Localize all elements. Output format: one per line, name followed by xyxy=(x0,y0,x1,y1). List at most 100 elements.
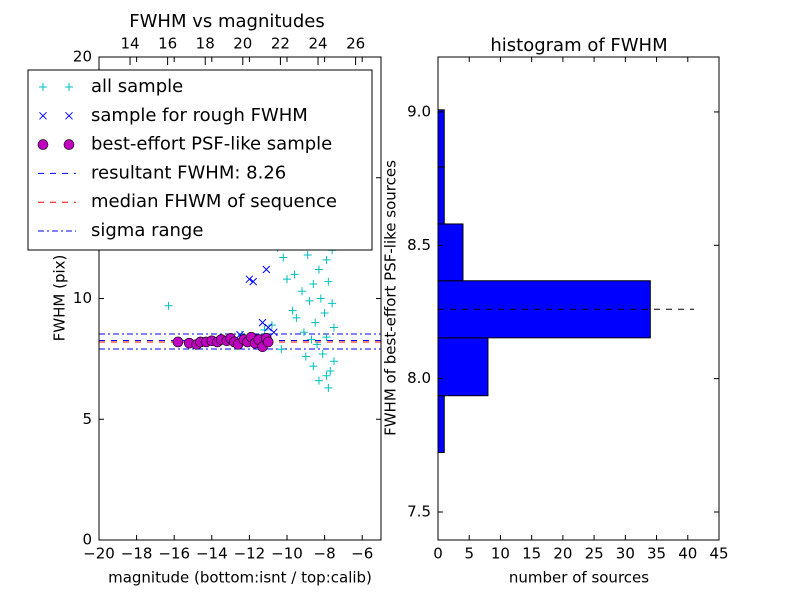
x-tick-label: 15 xyxy=(522,545,541,563)
legend-label: sigma range xyxy=(91,220,203,241)
data-point xyxy=(311,318,320,327)
data-point xyxy=(326,366,335,375)
histogram-bar xyxy=(437,280,651,339)
x-axis-label: number of sources xyxy=(509,569,649,587)
data-point xyxy=(307,335,316,344)
legend-label: resultant FWHM: 8.26 xyxy=(91,162,286,183)
y-tick-label: 8.5 xyxy=(407,236,431,254)
x-tick-label: −16 xyxy=(158,545,190,563)
legend-marker xyxy=(39,111,47,120)
x-tick-label: 40 xyxy=(678,545,697,563)
y-tick-label: 8.0 xyxy=(407,369,431,387)
data-point xyxy=(314,265,323,274)
x-tick-label: −6 xyxy=(351,545,373,563)
data-point xyxy=(313,340,322,349)
axes-frame xyxy=(98,56,382,541)
x-tick-label: 35 xyxy=(647,545,666,563)
data-point xyxy=(330,323,338,332)
data-point xyxy=(288,306,297,315)
data-point xyxy=(322,333,331,342)
x-tick-label: −8 xyxy=(314,545,336,563)
x-axis-label: magnitude (bottom:isnt / top:calib) xyxy=(108,569,372,587)
data-point xyxy=(299,328,308,337)
x2-tick-label: 14 xyxy=(120,35,139,53)
y-tick-label: 20 xyxy=(73,48,92,66)
data-point xyxy=(301,352,310,361)
histogram-bar xyxy=(437,337,489,397)
y-tick-label: 0 xyxy=(82,531,92,549)
chart-title: histogram of FWHM xyxy=(490,35,667,56)
data-point xyxy=(316,294,325,303)
data-point xyxy=(260,325,269,334)
data-point xyxy=(303,251,312,260)
data-point xyxy=(320,308,329,317)
x-tick-label: 25 xyxy=(585,545,604,563)
data-point xyxy=(309,280,318,289)
histogram-bar xyxy=(437,223,464,282)
data-point xyxy=(292,313,301,322)
legend-marker xyxy=(63,139,75,150)
legend-label: all sample xyxy=(91,76,183,97)
y-tick-label: 9.0 xyxy=(407,102,431,120)
data-point xyxy=(318,350,327,359)
data-point xyxy=(322,371,331,380)
data-point xyxy=(262,336,274,348)
x2-tick-label: 18 xyxy=(196,35,215,53)
data-point xyxy=(269,328,278,337)
data-point xyxy=(322,255,331,264)
x2-tick-label: 22 xyxy=(271,35,290,53)
x-tick-label: −18 xyxy=(121,545,153,563)
x2-tick-label: 16 xyxy=(158,35,177,53)
data-point xyxy=(283,275,291,284)
x-tick-label: 5 xyxy=(464,545,474,563)
data-point xyxy=(290,270,299,279)
legend-box xyxy=(27,69,373,251)
x2-tick-label: 20 xyxy=(233,35,252,53)
data-point xyxy=(309,362,318,371)
legend-label: sample for rough FWHM xyxy=(91,105,308,126)
y-tick-label: 7.5 xyxy=(407,502,431,520)
y-tick-label: 10 xyxy=(73,289,92,307)
legend-marker xyxy=(65,83,73,91)
x-tick-label: −12 xyxy=(234,545,266,563)
data-point xyxy=(298,287,307,296)
data-point xyxy=(249,277,258,286)
data-point xyxy=(279,253,288,262)
axes-frame xyxy=(437,56,720,541)
legend-marker xyxy=(39,83,47,91)
legend-marker xyxy=(37,139,49,150)
data-point xyxy=(245,275,254,284)
data-point xyxy=(330,357,338,366)
y-axis-label: FWHM of best-effort PSF-like sources xyxy=(382,160,400,436)
x2-tick-label: 24 xyxy=(308,35,327,53)
histogram-bar xyxy=(437,166,445,225)
x-tick-label: 45 xyxy=(709,545,728,563)
histogram-bar xyxy=(437,109,445,168)
data-point xyxy=(314,376,323,385)
x2-tick-label: 26 xyxy=(346,35,365,53)
legend-label: best-effort PSF-like sample xyxy=(91,134,332,155)
data-point xyxy=(172,336,184,348)
x-tick-label: 30 xyxy=(616,545,635,563)
data-point xyxy=(324,277,333,286)
legend-marker xyxy=(65,111,73,120)
legend-label: median FHWM of sequence xyxy=(91,191,337,212)
data-point xyxy=(324,383,333,392)
x-tick-label: 10 xyxy=(491,545,510,563)
data-point xyxy=(264,323,273,332)
x-tick-label: −10 xyxy=(271,545,303,563)
data-point xyxy=(267,321,276,330)
data-point xyxy=(262,265,271,274)
data-point xyxy=(258,318,267,327)
x-tick-label: 20 xyxy=(553,545,572,563)
x-tick-label: −20 xyxy=(83,545,115,563)
data-point xyxy=(277,345,286,354)
y-tick-label: 5 xyxy=(82,410,92,428)
data-point xyxy=(328,299,337,308)
x-tick-label: −14 xyxy=(196,545,228,563)
x-tick-label: 0 xyxy=(433,545,443,563)
histogram-bar xyxy=(437,395,445,454)
chart-title: FWHM vs magnitudes xyxy=(129,11,324,32)
data-point xyxy=(164,301,173,310)
